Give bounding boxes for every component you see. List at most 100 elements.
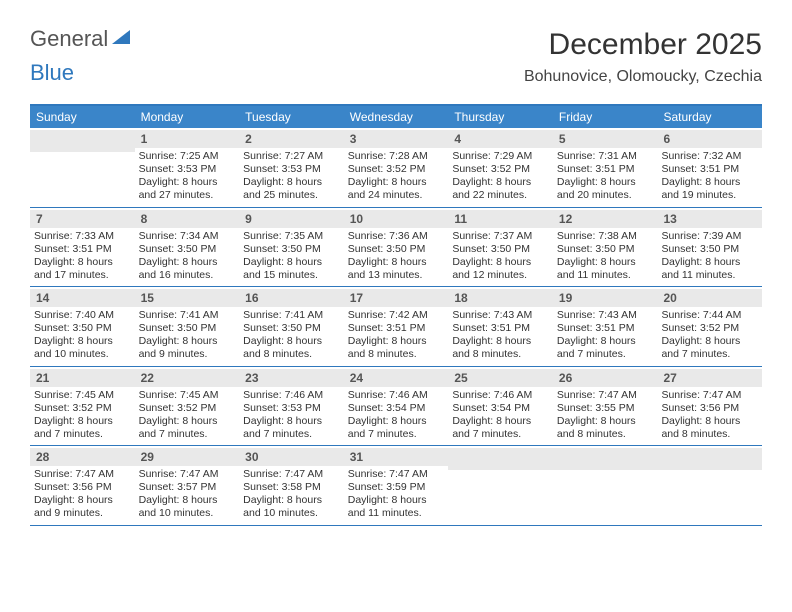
sunset-text: Sunset: 3:50 PM xyxy=(243,243,340,256)
day-number xyxy=(553,448,658,470)
daylight-text: Daylight: 8 hours and 7 minutes. xyxy=(139,415,236,441)
sunrise-text: Sunrise: 7:47 AM xyxy=(139,468,236,481)
day-cell: 25 Sunrise: 7:46 AMSunset: 3:54 PMDayligh… xyxy=(448,367,553,446)
daylight-text: Daylight: 8 hours and 19 minutes. xyxy=(661,176,758,202)
sunrise-text: Sunrise: 7:47 AM xyxy=(348,468,445,481)
day-cell: 18Sunrise: 7:43 AMSunset: 3:51 PMDayligh… xyxy=(448,287,553,366)
sunrise-text: Sunrise: 7:25 AM xyxy=(139,150,236,163)
day-cell: 9Sunrise: 7:35 AMSunset: 3:50 PMDaylight… xyxy=(239,208,344,287)
day-info: Sunrise: 7:39 AMSunset: 3:50 PMDaylight:… xyxy=(661,230,758,283)
day-info: Sunrise: 7:46 AMSunset: 3:54 PMDaylight:… xyxy=(452,389,549,442)
sunset-text: Sunset: 3:50 PM xyxy=(139,322,236,335)
weekday-header: Sunday Monday Tuesday Wednesday Thursday… xyxy=(30,106,762,128)
day-info: Sunrise: 7:34 AMSunset: 3:50 PMDaylight:… xyxy=(139,230,236,283)
day-number: 27 xyxy=(657,369,762,387)
weekday-saturday: Saturday xyxy=(657,106,762,128)
day-number xyxy=(657,448,762,470)
day-info: Sunrise: 7:43 AMSunset: 3:51 PMDaylight:… xyxy=(452,309,549,362)
day-cell: 5Sunrise: 7:31 AMSunset: 3:51 PMDaylight… xyxy=(553,128,658,207)
week-row: 28Sunrise: 7:47 AMSunset: 3:56 PMDayligh… xyxy=(30,446,762,526)
day-number: 15 xyxy=(135,289,240,307)
sunset-text: Sunset: 3:52 PM xyxy=(139,402,236,415)
day-number xyxy=(30,130,135,152)
sunrise-text: Sunrise: 7:34 AM xyxy=(139,230,236,243)
sunrise-text: Sunrise: 7:45 AM xyxy=(139,389,236,402)
daylight-text: Daylight: 8 hours and 7 minutes. xyxy=(661,335,758,361)
day-info: Sunrise: 7:32 AMSunset: 3:51 PMDaylight:… xyxy=(661,150,758,203)
daylight-text: Daylight: 8 hours and 8 minutes. xyxy=(557,415,654,441)
sunrise-text: Sunrise: 7:47 AM xyxy=(243,468,340,481)
day-cell xyxy=(553,446,658,525)
sunset-text: Sunset: 3:50 PM xyxy=(243,322,340,335)
day-info: Sunrise: 7:47 AMSunset: 3:57 PMDaylight:… xyxy=(139,468,236,521)
sunrise-text: Sunrise: 7:33 AM xyxy=(34,230,131,243)
day-info: Sunrise: 7:38 AMSunset: 3:50 PMDaylight:… xyxy=(557,230,654,283)
daylight-text: Daylight: 8 hours and 11 minutes. xyxy=(557,256,654,282)
week-row: 21Sunrise: 7:45 AMSunset: 3:52 PMDayligh… xyxy=(30,367,762,447)
day-cell: 28 Sunrise: 7:47 AMSunset: 3:56 PMDayligh… xyxy=(30,446,135,525)
day-cell: 4Sunrise: 7:29 AMSunset: 3:52 PMDaylight… xyxy=(448,128,553,207)
day-number: 13 xyxy=(657,210,762,228)
day-info: Sunrise: 7:42 AMSunset: 3:51 PMDaylight:… xyxy=(348,309,445,362)
day-info: Sunrise: 7:47 AMSunset: 3:58 PMDaylight:… xyxy=(243,468,340,521)
daylight-text: Daylight: 8 hours and 8 minutes. xyxy=(243,335,340,361)
daylight-text: Daylight: 8 hours and 13 minutes. xyxy=(348,256,445,282)
week-row: 14Sunrise: 7:40 AMSunset: 3:50 PMDayligh… xyxy=(30,287,762,367)
day-number: 20 xyxy=(657,289,762,307)
sunrise-text: Sunrise: 7:46 AM xyxy=(452,389,549,402)
day-cell xyxy=(657,446,762,525)
weekday-tuesday: Tuesday xyxy=(239,106,344,128)
sunrise-text: Sunrise: 7:40 AM xyxy=(34,309,131,322)
day-number xyxy=(448,448,553,470)
weeks-container: 1Sunrise: 7:25 AMSunset: 3:53 PMDaylight… xyxy=(30,128,762,526)
day-cell: 6Sunrise: 7:32 AMSunset: 3:51 PMDaylight… xyxy=(657,128,762,207)
sunrise-text: Sunrise: 7:47 AM xyxy=(557,389,654,402)
day-cell: 13 Sunrise: 7:39 AMSunset: 3:50 PMDayligh… xyxy=(657,208,762,287)
day-info: Sunrise: 7:40 AMSunset: 3:50 PMDaylight:… xyxy=(34,309,131,362)
weekday-friday: Friday xyxy=(553,106,658,128)
sunset-text: Sunset: 3:50 PM xyxy=(348,243,445,256)
sunset-text: Sunset: 3:51 PM xyxy=(348,322,445,335)
sunset-text: Sunset: 3:53 PM xyxy=(243,402,340,415)
day-number: 10 xyxy=(344,210,449,228)
day-info: Sunrise: 7:47 AMSunset: 3:56 PMDaylight:… xyxy=(34,468,131,521)
sunset-text: Sunset: 3:51 PM xyxy=(452,322,549,335)
daylight-text: Daylight: 8 hours and 27 minutes. xyxy=(139,176,236,202)
sunset-text: Sunset: 3:54 PM xyxy=(348,402,445,415)
day-number: 7 xyxy=(30,210,135,228)
calendar-page: General December 2025 Bohunovice, Olomou… xyxy=(0,0,792,546)
day-number: 21 xyxy=(30,369,135,387)
sunrise-text: Sunrise: 7:45 AM xyxy=(34,389,131,402)
sunrise-text: Sunrise: 7:41 AM xyxy=(139,309,236,322)
sunset-text: Sunset: 3:52 PM xyxy=(34,402,131,415)
daylight-text: Daylight: 8 hours and 16 minutes. xyxy=(139,256,236,282)
day-number: 28 xyxy=(30,448,135,466)
day-cell: 3Sunrise: 7:28 AMSunset: 3:52 PMDaylight… xyxy=(344,128,449,207)
day-cell: 1Sunrise: 7:25 AMSunset: 3:53 PMDaylight… xyxy=(135,128,240,207)
day-info: Sunrise: 7:44 AMSunset: 3:52 PMDaylight:… xyxy=(661,309,758,362)
page-subtitle: Bohunovice, Olomoucky, Czechia xyxy=(524,68,762,86)
page-title: December 2025 xyxy=(524,28,762,62)
day-number: 12 xyxy=(553,210,658,228)
daylight-text: Daylight: 8 hours and 8 minutes. xyxy=(452,335,549,361)
day-cell: 23Sunrise: 7:46 AMSunset: 3:53 PMDayligh… xyxy=(239,367,344,446)
sunrise-text: Sunrise: 7:32 AM xyxy=(661,150,758,163)
daylight-text: Daylight: 8 hours and 8 minutes. xyxy=(348,335,445,361)
day-number: 26 xyxy=(553,369,658,387)
sunrise-text: Sunrise: 7:38 AM xyxy=(557,230,654,243)
sunrise-text: Sunrise: 7:43 AM xyxy=(452,309,549,322)
daylight-text: Daylight: 8 hours and 10 minutes. xyxy=(139,494,236,520)
weekday-wednesday: Wednesday xyxy=(344,106,449,128)
daylight-text: Daylight: 8 hours and 11 minutes. xyxy=(661,256,758,282)
day-info: Sunrise: 7:47 AMSunset: 3:56 PMDaylight:… xyxy=(661,389,758,442)
sunrise-text: Sunrise: 7:29 AM xyxy=(452,150,549,163)
sunrise-text: Sunrise: 7:28 AM xyxy=(348,150,445,163)
sunset-text: Sunset: 3:50 PM xyxy=(557,243,654,256)
sunrise-text: Sunrise: 7:31 AM xyxy=(557,150,654,163)
sunset-text: Sunset: 3:56 PM xyxy=(34,481,131,494)
day-cell: 31Sunrise: 7:47 AMSunset: 3:59 PMDayligh… xyxy=(344,446,449,525)
day-number: 25 xyxy=(448,369,553,387)
day-cell: 15Sunrise: 7:41 AMSunset: 3:50 PMDayligh… xyxy=(135,287,240,366)
day-cell: 17Sunrise: 7:42 AMSunset: 3:51 PMDayligh… xyxy=(344,287,449,366)
weekday-monday: Monday xyxy=(135,106,240,128)
